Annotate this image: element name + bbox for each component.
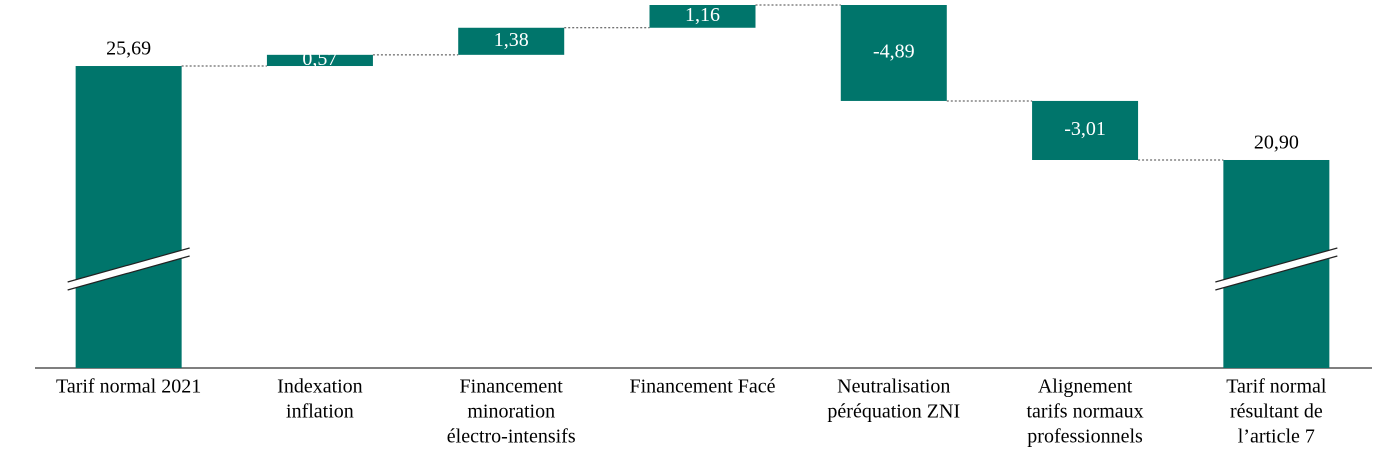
x-tick-label: Financement <box>460 376 564 398</box>
bar <box>649 5 756 28</box>
bar <box>1223 159 1330 368</box>
axis-break <box>1215 248 1338 290</box>
x-tick-label: Tarif normal <box>1226 376 1327 398</box>
value-label: 1,38 <box>494 29 529 51</box>
value-label: 1,16 <box>685 4 720 26</box>
x-tick-label: Alignement <box>1038 376 1133 398</box>
x-tick-label: électro-intensifs <box>447 426 576 448</box>
axis-break-line <box>1215 247 1338 283</box>
x-tick-label: professionnels <box>1027 426 1143 448</box>
axis-break <box>67 248 190 290</box>
value-label: 25,69 <box>106 38 151 60</box>
axis-break-line <box>67 255 190 291</box>
axis-break-line <box>1215 255 1338 291</box>
value-label: -3,01 <box>1064 118 1106 140</box>
bar <box>458 27 565 55</box>
bar <box>1032 100 1139 160</box>
value-label: 0,57 <box>302 48 337 70</box>
value-label: -4,89 <box>873 41 915 63</box>
x-tick-label: résultant de <box>1230 401 1323 423</box>
x-tick-label: minoration <box>467 401 555 423</box>
bar <box>840 5 947 101</box>
value-label: 20,90 <box>1254 132 1299 154</box>
x-tick-label: inflation <box>286 401 354 423</box>
bar <box>266 54 373 67</box>
axis-break-line <box>67 247 190 283</box>
x-tick-label: Neutralisation <box>837 376 950 398</box>
bar <box>75 66 182 369</box>
x-tick-label: Tarif normal 2021 <box>56 376 201 398</box>
x-tick-label: Indexation <box>277 376 363 398</box>
x-tick-label: Financement Facé <box>629 376 775 398</box>
x-tick-label: l’article 7 <box>1238 426 1315 448</box>
x-tick-label: péréquation ZNI <box>827 401 960 423</box>
x-tick-label: tarifs normaux <box>1026 401 1143 423</box>
